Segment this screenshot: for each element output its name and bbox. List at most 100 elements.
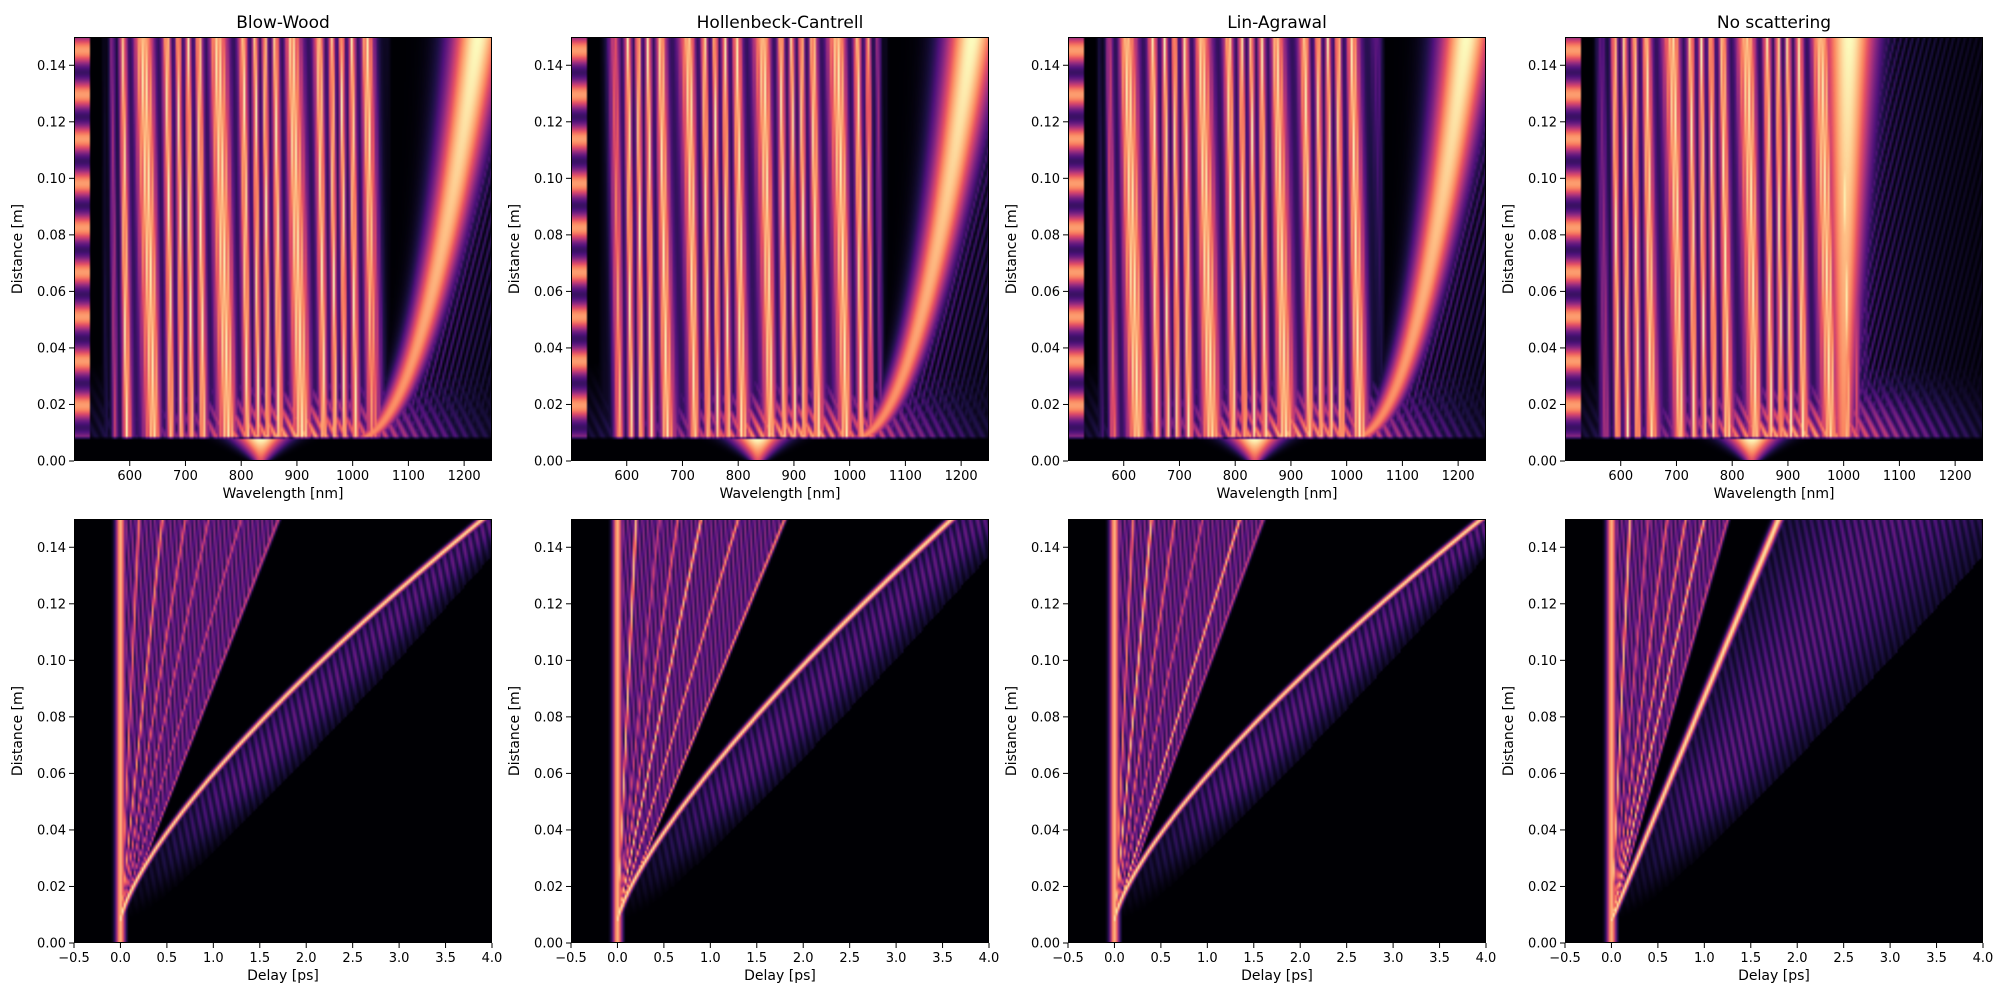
y-axis-label: Distance [m] bbox=[10, 686, 26, 776]
x-tick-label: 1200 bbox=[945, 469, 978, 484]
y-tick-label: 0.06 bbox=[37, 285, 66, 300]
y-tick-label: 0.08 bbox=[534, 710, 563, 725]
subplot-title: No scattering bbox=[1717, 13, 1831, 33]
x-axis-label: Wavelength [nm] bbox=[223, 486, 344, 502]
x-tick-label: 700 bbox=[1167, 469, 1192, 484]
y-tick-label: 0.02 bbox=[37, 398, 66, 413]
y-tick-label: 0.10 bbox=[1031, 172, 1060, 187]
y-tick-label: 0.00 bbox=[37, 937, 66, 952]
y-tick-label: 0.06 bbox=[1528, 285, 1557, 300]
subplot-6: −0.5 0.0 0.5 1.0 1.5 2.0 2.5 3.0 3.5 4.0 0.00 0.02 0… bbox=[507, 519, 999, 984]
y-tick-label: 0.00 bbox=[1031, 455, 1060, 470]
x-axis-label: Wavelength [nm] bbox=[1217, 486, 1338, 502]
y-tick-label: 0.04 bbox=[1528, 823, 1557, 838]
x-tick-label: 0.5 bbox=[157, 951, 178, 966]
y-tick-label: 0.04 bbox=[1031, 341, 1060, 356]
x-tick-label: 4.0 bbox=[1973, 951, 1994, 966]
heatmap-image bbox=[571, 37, 989, 461]
subplot-title: Lin-Agrawal bbox=[1227, 13, 1327, 33]
y-tick-label: 0.10 bbox=[37, 172, 66, 187]
x-tick-label: 1200 bbox=[1442, 469, 1475, 484]
x-tick-label: 1.5 bbox=[1243, 951, 1264, 966]
x-axis-label: Delay [ps] bbox=[247, 968, 319, 984]
y-tick-label: 0.04 bbox=[534, 823, 563, 838]
y-tick-label: 0.14 bbox=[534, 59, 563, 74]
y-tick-label: 0.02 bbox=[1528, 880, 1557, 895]
axes-frame bbox=[74, 519, 492, 943]
y-tick-label: 0.02 bbox=[1031, 398, 1060, 413]
y-tick-label: 0.06 bbox=[37, 767, 66, 782]
y-tick-label: 0.04 bbox=[1031, 823, 1060, 838]
y-tick-label: 0.06 bbox=[534, 285, 563, 300]
y-tick-label: 0.14 bbox=[37, 541, 66, 556]
y-tick-label: 0.12 bbox=[37, 597, 66, 612]
heatmap-image bbox=[571, 519, 989, 943]
y-tick-label: 0.08 bbox=[1031, 710, 1060, 725]
x-tick-label: 3.5 bbox=[435, 951, 456, 966]
subplot-2: Hollenbeck-Cantrell 600 700 800 900 1000 1100 1… bbox=[507, 13, 989, 502]
x-tick-label: 600 bbox=[1608, 469, 1633, 484]
x-tick-label: 1.0 bbox=[1694, 951, 1715, 966]
subplot-8: −0.5 0.0 0.5 1.0 1.5 2.0 2.5 3.0 3.5 4.0 0.00 0.02 0… bbox=[1501, 519, 1993, 984]
heatmap-image bbox=[1565, 37, 1983, 461]
y-tick-label: 0.00 bbox=[534, 455, 563, 470]
y-tick-label: 0.02 bbox=[534, 398, 563, 413]
x-tick-label: −0.5 bbox=[58, 951, 90, 966]
x-tick-label: 3.0 bbox=[389, 951, 410, 966]
x-tick-label: 700 bbox=[1664, 469, 1689, 484]
x-tick-label: 1.0 bbox=[1197, 951, 1218, 966]
y-tick-label: 0.00 bbox=[1031, 937, 1060, 952]
axes-frame bbox=[1068, 519, 1486, 943]
x-tick-label: 1.5 bbox=[249, 951, 270, 966]
axes-frame bbox=[1068, 37, 1486, 461]
y-tick-label: 0.14 bbox=[1031, 541, 1060, 556]
x-tick-label: 4.0 bbox=[1476, 951, 1497, 966]
x-tick-label: 3.0 bbox=[1383, 951, 1404, 966]
subplot-4: No scattering 600 700 800 900 1000 1100 1200 0.0… bbox=[1501, 13, 1983, 502]
subplot-3: Lin-Agrawal 600 700 800 900 1000 1100 1200 0.00 0… bbox=[1004, 13, 1486, 502]
y-tick-label: 0.02 bbox=[37, 880, 66, 895]
x-tick-label: 800 bbox=[1223, 469, 1248, 484]
y-tick-label: 0.04 bbox=[37, 823, 66, 838]
x-tick-label: 900 bbox=[285, 469, 310, 484]
x-tick-label: 1.0 bbox=[203, 951, 224, 966]
x-axis-label: Delay [ps] bbox=[1241, 968, 1313, 984]
x-tick-label: −0.5 bbox=[1549, 951, 1581, 966]
y-tick-label: 0.02 bbox=[1528, 398, 1557, 413]
x-tick-label: 1.0 bbox=[700, 951, 721, 966]
x-tick-label: 1100 bbox=[1386, 469, 1419, 484]
x-tick-label: 0.5 bbox=[654, 951, 675, 966]
x-tick-label: 0.0 bbox=[1104, 951, 1125, 966]
x-tick-label: 1200 bbox=[448, 469, 481, 484]
x-tick-label: 600 bbox=[117, 469, 142, 484]
x-tick-label: 1100 bbox=[392, 469, 425, 484]
x-tick-label: 800 bbox=[229, 469, 254, 484]
x-tick-label: 900 bbox=[1279, 469, 1304, 484]
x-tick-label: 0.0 bbox=[1601, 951, 1622, 966]
y-tick-label: 0.02 bbox=[1031, 880, 1060, 895]
x-tick-label: 1000 bbox=[336, 469, 369, 484]
y-axis-label: Distance [m] bbox=[1501, 686, 1517, 776]
x-tick-label: 2.0 bbox=[793, 951, 814, 966]
x-tick-label: 900 bbox=[782, 469, 807, 484]
x-tick-label: 1000 bbox=[833, 469, 866, 484]
heatmap-image bbox=[74, 37, 492, 461]
x-tick-label: 1100 bbox=[1883, 469, 1916, 484]
subplot-title: Hollenbeck-Cantrell bbox=[697, 13, 864, 33]
y-tick-label: 0.14 bbox=[534, 541, 563, 556]
y-tick-label: 0.00 bbox=[1528, 937, 1557, 952]
y-tick-label: 0.10 bbox=[1528, 654, 1557, 669]
subplot-1: Blow-Wood 600 700 800 900 1000 1100 1200 0.00 0.0… bbox=[10, 13, 492, 502]
y-tick-label: 0.10 bbox=[534, 654, 563, 669]
x-tick-label: −0.5 bbox=[555, 951, 587, 966]
y-axis-label: Distance [m] bbox=[1004, 204, 1020, 294]
y-tick-label: 0.04 bbox=[1528, 341, 1557, 356]
y-tick-label: 0.12 bbox=[534, 597, 563, 612]
y-tick-label: 0.04 bbox=[534, 341, 563, 356]
subplot-title: Blow-Wood bbox=[236, 13, 330, 33]
x-tick-label: 0.0 bbox=[110, 951, 131, 966]
x-tick-label: 4.0 bbox=[979, 951, 1000, 966]
y-tick-label: 0.12 bbox=[1528, 115, 1557, 130]
x-tick-label: 1000 bbox=[1827, 469, 1860, 484]
subplot-5: −0.5 0.0 0.5 1.0 1.5 2.0 2.5 3.0 3.5 4.0 0.00 0.02 0… bbox=[10, 519, 502, 984]
